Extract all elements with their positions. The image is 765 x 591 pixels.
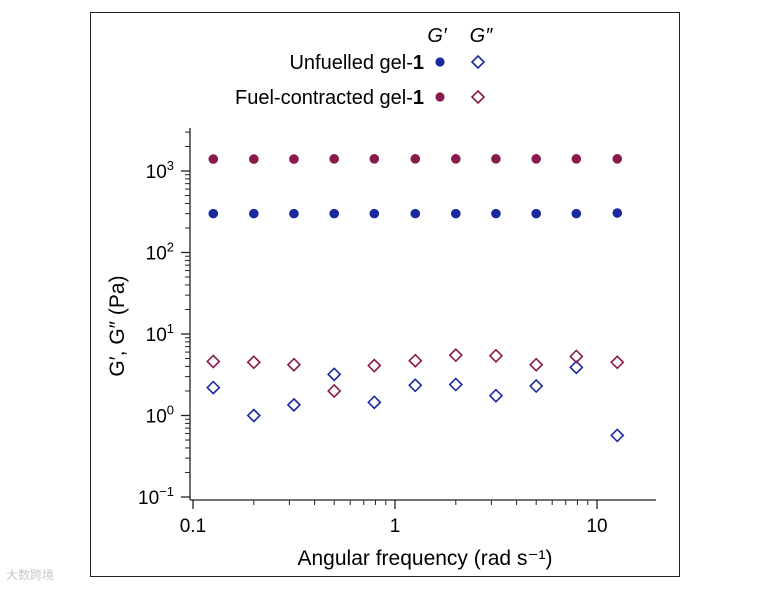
- x-axis-label: Angular frequency (rad s⁻¹): [297, 547, 552, 570]
- x-tick-label: 0.1: [180, 516, 206, 537]
- data-point-gdoubleprime: [246, 355, 261, 370]
- y-tick-label-base: 10: [146, 325, 167, 346]
- legend-label-unfuelled-bold: 1: [413, 52, 424, 74]
- data-point-gdoubleprime: [367, 395, 382, 410]
- data-point-gprime: [451, 208, 461, 219]
- data-point-gprime: [410, 154, 421, 164]
- data-point-gprime: [531, 208, 541, 219]
- legend-label-fuel-bold: 1: [413, 87, 424, 109]
- data-point-gprime: [208, 208, 219, 219]
- data-point-gprime: [249, 154, 259, 164]
- legend-marker-unfuelled-gprime: [435, 57, 445, 67]
- data-point-gdoubleprime: [206, 354, 221, 369]
- data-point-gdoubleprime: [448, 348, 463, 363]
- legend-marker-fuel-gprime: [435, 92, 445, 102]
- data-point-gprime: [612, 154, 623, 164]
- legend-label-unfuelled: Unfuelled gel-1: [289, 52, 424, 74]
- data-point-gdoubleprime: [569, 349, 584, 364]
- data-point-gdoubleprime: [327, 383, 342, 399]
- legend-marker-fuel-gdoubleprime: [470, 89, 486, 105]
- data-point-gdoubleprime: [286, 357, 302, 372]
- data-point-gprime: [531, 154, 541, 164]
- data-point-gdoubleprime: [408, 378, 423, 393]
- x-tick-label: 10: [586, 516, 607, 537]
- y-tick-label-exponent: −1: [159, 484, 174, 499]
- data-point-gprime: [289, 208, 299, 219]
- data-point-gprime: [329, 208, 339, 219]
- data-point-gprime: [208, 154, 219, 164]
- data-point-gdoubleprime: [367, 358, 382, 373]
- legend-label-fuel-prefix: Fuel-contracted gel-: [235, 87, 413, 109]
- data-point-gprime: [369, 154, 380, 164]
- data-point-gprime: [410, 208, 421, 219]
- legend-label-unfuelled-prefix: Unfuelled gel-: [289, 52, 412, 74]
- data-point-gprime: [329, 154, 339, 164]
- y-tick-label-exponent: 1: [167, 321, 174, 336]
- y-tick-label: 10−1: [138, 484, 174, 509]
- data-point-gdoubleprime: [529, 378, 544, 394]
- data-point-gprime: [571, 208, 582, 219]
- data-point-gprime: [451, 154, 461, 164]
- legend-label-fuel-contracted: Fuel-contracted gel-1: [235, 87, 424, 109]
- data-point-gprime: [491, 208, 501, 219]
- data-point-gprime: [491, 154, 501, 164]
- y-tick-label-exponent: 0: [167, 403, 174, 418]
- y-tick-label: 101: [146, 321, 174, 346]
- y-axis-label: G′, G″ (Pa): [106, 275, 129, 376]
- series-3: [206, 348, 625, 399]
- legend: G′ G″ Unfuelled gel-1 Fuel-contracted ge…: [235, 25, 493, 109]
- data-point-gdoubleprime: [529, 357, 544, 372]
- y-tick-label: 103: [146, 158, 174, 183]
- data-point-gdoubleprime: [488, 388, 504, 403]
- x-ticks: 0.1 1 10: [180, 500, 608, 537]
- data-point-gprime: [289, 154, 299, 164]
- legend-marker-unfuelled-gdoubleprime: [470, 54, 486, 70]
- data-point-gprime: [612, 208, 623, 218]
- data-point-gdoubleprime: [610, 355, 625, 370]
- data-marks: [206, 154, 625, 443]
- x-tick-label: 1: [390, 516, 401, 537]
- series-0: [208, 208, 623, 219]
- y-tick-label-base: 10: [146, 244, 167, 265]
- data-point-gprime: [571, 154, 582, 164]
- y-tick-label-base: 10: [146, 162, 167, 183]
- data-point-gdoubleprime: [448, 377, 463, 392]
- legend-header-gdoubleprime: G″: [470, 25, 494, 47]
- data-point-gdoubleprime: [488, 348, 504, 363]
- y-tick-label: 100: [146, 403, 174, 428]
- watermark: 大数跨境: [6, 568, 55, 582]
- series-1: [206, 360, 625, 443]
- data-point-gdoubleprime: [569, 360, 584, 375]
- y-tick-label-base: 10: [146, 407, 167, 428]
- series-2: [208, 154, 623, 164]
- data-point-gdoubleprime: [408, 353, 423, 368]
- y-tick-label: 102: [146, 240, 174, 265]
- figure-frame: [90, 12, 680, 577]
- data-point-gdoubleprime: [327, 367, 342, 382]
- y-tick-label-base: 10: [138, 488, 159, 509]
- data-point-gdoubleprime: [610, 428, 625, 443]
- data-point-gdoubleprime: [206, 380, 221, 395]
- legend-header-gprime: G′: [427, 25, 448, 47]
- data-point-gprime: [249, 208, 259, 219]
- data-point-gdoubleprime: [286, 397, 302, 413]
- data-point-gdoubleprime: [246, 408, 261, 423]
- y-tick-label-exponent: 3: [167, 158, 174, 173]
- y-tick-label-exponent: 2: [167, 240, 174, 255]
- data-point-gprime: [369, 208, 380, 219]
